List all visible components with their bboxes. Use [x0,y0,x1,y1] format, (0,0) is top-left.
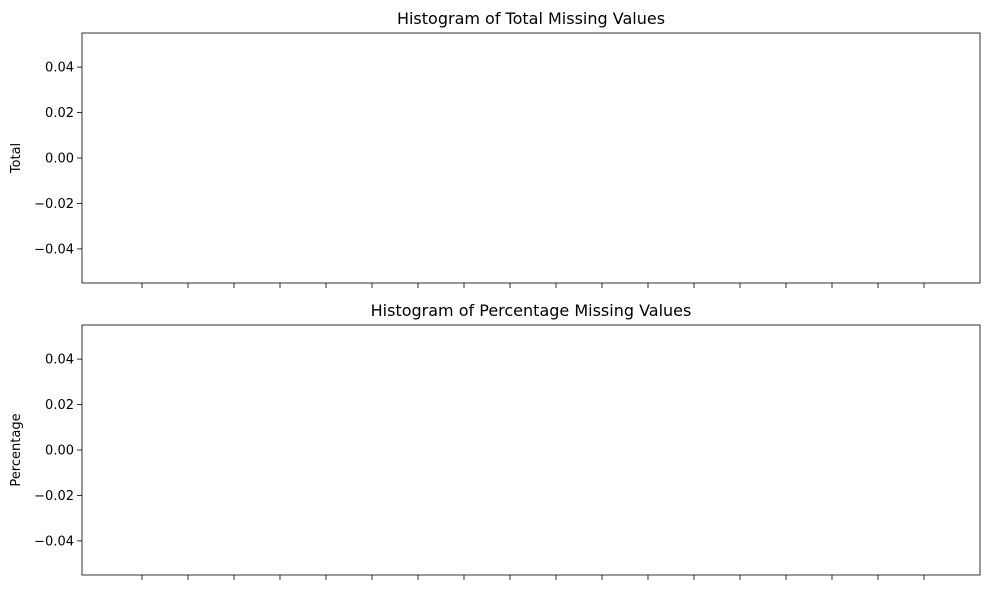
y-tick-label-total-minus-0-04: −0.04 [34,242,74,257]
y-tick-label-total-minus-0-02: −0.02 [34,197,74,212]
subplot-total: Histogram of Total Missing Values Total … [9,9,981,288]
y-tick-label-percentage-minus-0-02: −0.02 [34,489,74,504]
y-tick-label-total-0-04: 0.04 [45,61,74,76]
axes-frame-total [81,32,981,284]
y-axis-ticks-percentage: 0.04 0.02 0.00 −0.02 −0.04 [34,353,82,549]
y-tick-label-percentage-minus-0-04: −0.04 [34,534,74,549]
y-axis-label-total: Total [9,143,24,174]
y-axis-label-percentage: Percentage [9,413,24,486]
chart-title-total: Histogram of Total Missing Values [397,9,665,28]
y-axis-ticks-total: 0.04 0.02 0.00 −0.02 −0.04 [34,61,82,257]
y-tick-label-total-0-02: 0.02 [45,106,74,121]
y-tick-label-percentage-0-04: 0.04 [45,353,74,368]
x-axis-ticks-total [141,283,925,288]
y-tick-label-percentage-0-00: 0.00 [45,444,74,459]
chart-title-percentage: Histogram of Percentage Missing Values [371,301,692,320]
x-axis-ticks-percentage [141,575,925,580]
subplot-percentage: Histogram of Percentage Missing Values P… [9,301,981,580]
y-tick-label-total-0-00: 0.00 [45,152,74,167]
y-tick-label-percentage-0-02: 0.02 [45,398,74,413]
axes-frame-percentage [81,324,981,576]
